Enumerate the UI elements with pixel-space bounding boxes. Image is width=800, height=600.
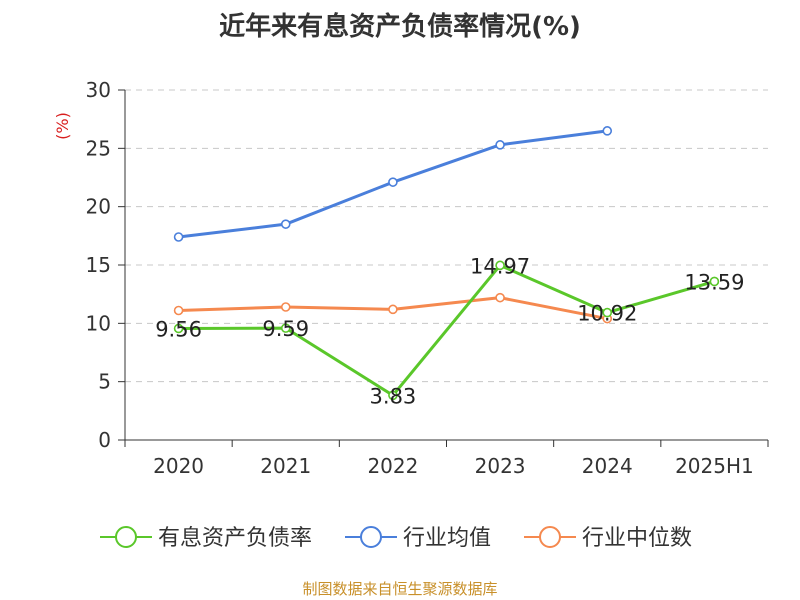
data-label: 9.56 (155, 317, 202, 341)
data-point[interactable] (388, 390, 398, 401)
data-point[interactable] (173, 305, 184, 316)
x-tick-label: 2020 (153, 454, 204, 478)
legend-marker-icon[interactable] (539, 526, 561, 548)
y-tick-label: 30 (86, 78, 111, 102)
x-tick-label: 2023 (475, 454, 526, 478)
y-tick-label: 5 (98, 370, 111, 394)
legend-label[interactable]: 行业均值 (403, 526, 491, 551)
chart-title: 近年来有息资产负债率情况(%) (219, 12, 581, 42)
x-tick-label: 2024 (582, 454, 633, 478)
data-point[interactable] (602, 126, 613, 136)
legend-label[interactable]: 行业中位数 (582, 526, 692, 551)
x-tick-label: 2021 (260, 454, 311, 478)
y-tick-label: 25 (86, 136, 111, 160)
legend-label[interactable]: 有息资产负债率 (158, 526, 312, 551)
data-point[interactable] (280, 323, 291, 333)
y-tick-label: 0 (98, 428, 111, 452)
data-label: 13.59 (684, 270, 744, 294)
x-tick-label: 2025H1 (675, 454, 754, 478)
legend[interactable]: 有息资产负债率 行业均值 行业中位数 (100, 526, 692, 551)
y-tick-label: 20 (86, 195, 111, 219)
grid-lines (125, 89, 768, 383)
data-point[interactable] (495, 260, 505, 271)
source-note: 制图数据来自恒生聚源数据库 (302, 580, 498, 598)
data-point[interactable] (388, 177, 398, 187)
series-line-0 (178, 263, 715, 397)
data-label: 14.97 (470, 254, 530, 278)
data-point[interactable] (495, 292, 505, 303)
legend-marker-icon[interactable] (360, 526, 382, 548)
series-layer (173, 126, 720, 401)
data-label: 10.92 (577, 302, 637, 326)
data-labels: 9.56 9.59 3.83 14.97 10.92 13.59 (155, 254, 744, 408)
legend-marker-icon[interactable] (115, 526, 137, 548)
data-point[interactable] (709, 276, 720, 287)
data-point[interactable] (388, 304, 398, 315)
y-tick-label: 15 (86, 253, 111, 277)
data-point[interactable] (280, 302, 291, 312)
data-label: 9.59 (262, 317, 309, 341)
data-point[interactable] (280, 219, 291, 229)
data-label: 3.83 (370, 384, 417, 408)
data-point[interactable] (173, 232, 184, 242)
data-point[interactable] (602, 307, 613, 318)
y-axis-label: (%) (53, 112, 72, 140)
x-tick-label: 2022 (367, 454, 418, 478)
data-point[interactable] (495, 140, 505, 150)
axes: 0 5 10 15 20 25 30 2020 2021 2022 2023 2024 2025H1 (%… (53, 78, 769, 478)
y-tick-label: 10 (86, 311, 111, 335)
data-point[interactable] (173, 323, 184, 334)
